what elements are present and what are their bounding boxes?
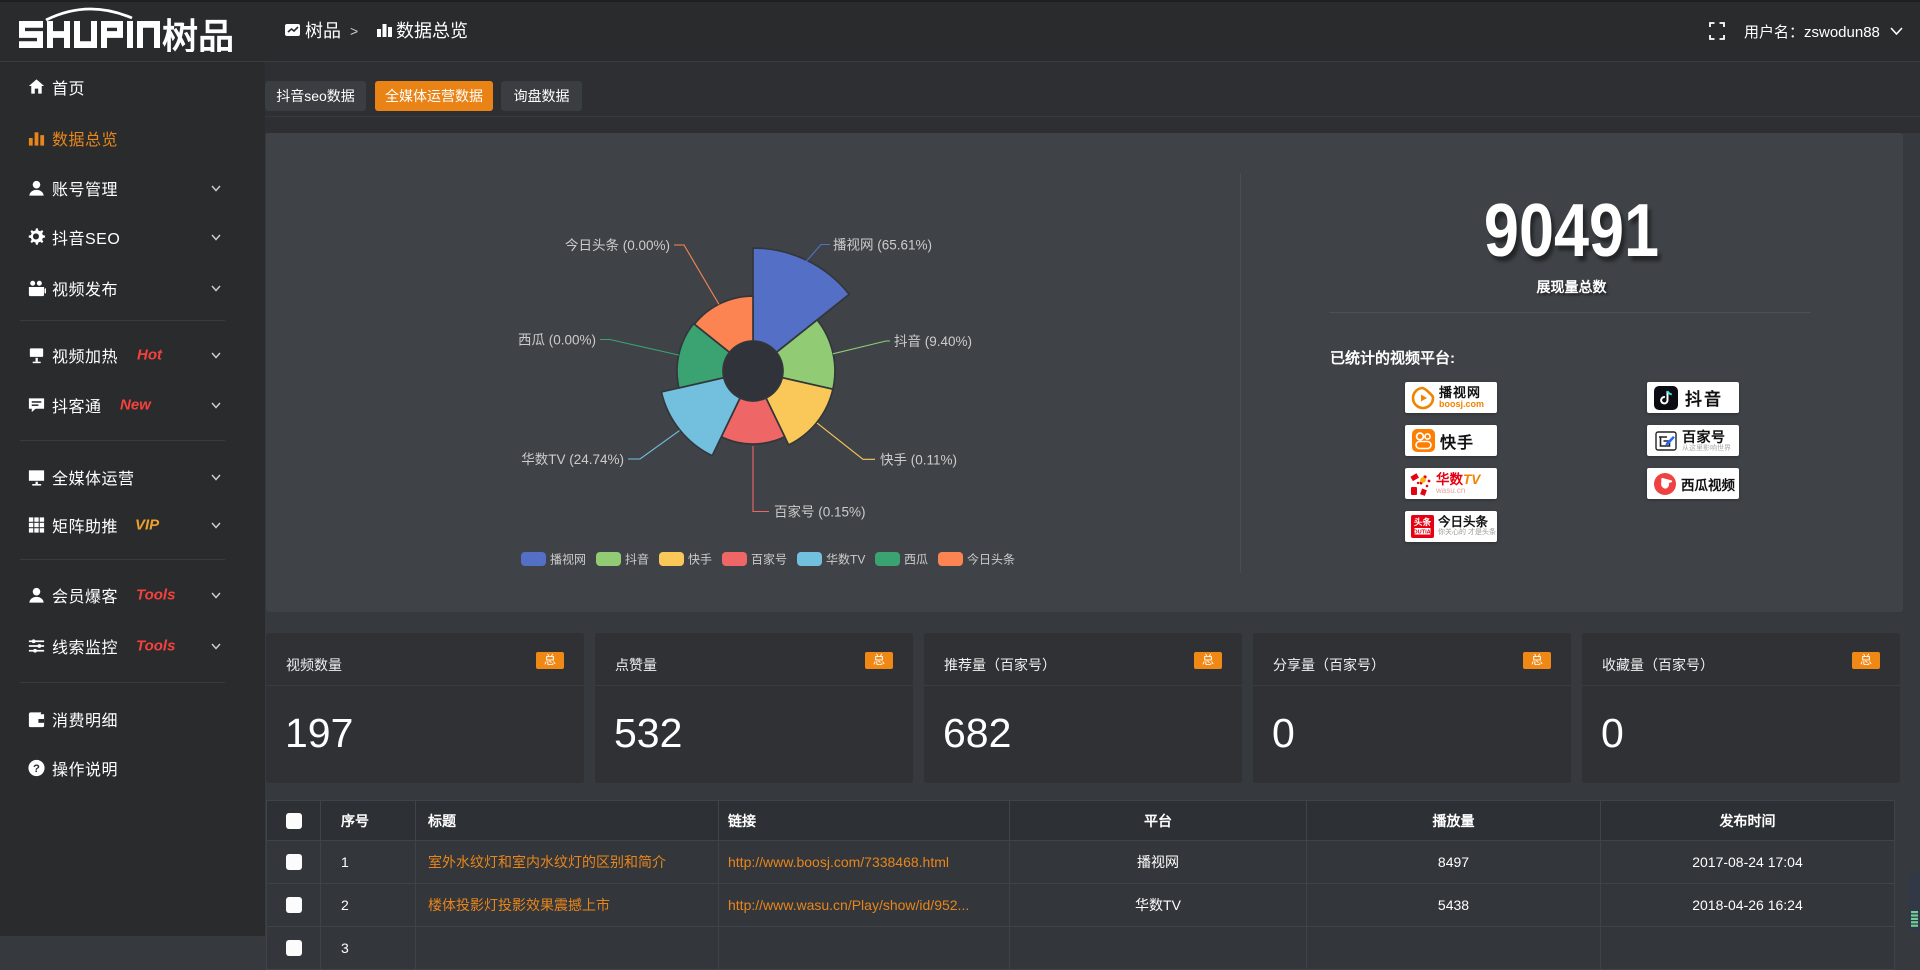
svg-text:树品: 树品 <box>305 21 341 41</box>
svg-text:西瓜 (0.00%): 西瓜 (0.00%) <box>518 333 596 348</box>
svg-text:华数TV: 华数TV <box>826 552 865 567</box>
svg-text:>: > <box>350 23 358 39</box>
svg-text:用户名：zswodun88: 用户名：zswodun88 <box>1744 24 1880 41</box>
svg-text:抖音: 抖音 <box>625 552 649 567</box>
svg-text:树品: 树品 <box>162 16 234 52</box>
svg-text:快手 (0.11%): 快手 (0.11%) <box>880 452 957 467</box>
svg-text:播视网 (65.61%): 播视网 (65.61%) <box>833 238 932 253</box>
svg-text:TOUTIAO: TOUTIAO <box>1411 529 1434 535</box>
svg-text:百家号 (0.15%): 百家号 (0.15%) <box>774 504 866 520</box>
svg-text:快手: 快手 <box>688 553 712 567</box>
svg-text:抖音 (9.40%): 抖音 (9.40%) <box>894 333 972 349</box>
svg-text:华数TV (24.74%): 华数TV (24.74%) <box>521 452 624 467</box>
svg-text:头条: 头条 <box>1414 516 1432 527</box>
svg-text:百家号: 百家号 <box>751 552 787 567</box>
svg-text:数据总览: 数据总览 <box>396 21 468 41</box>
svg-text:今日头条: 今日头条 <box>967 552 1015 567</box>
svg-text:?: ? <box>33 763 40 775</box>
svg-text:西瓜: 西瓜 <box>904 553 928 567</box>
svg-text:今日头条 (0.00%): 今日头条 (0.00%) <box>565 237 670 253</box>
svg-text:播视网: 播视网 <box>550 552 586 567</box>
